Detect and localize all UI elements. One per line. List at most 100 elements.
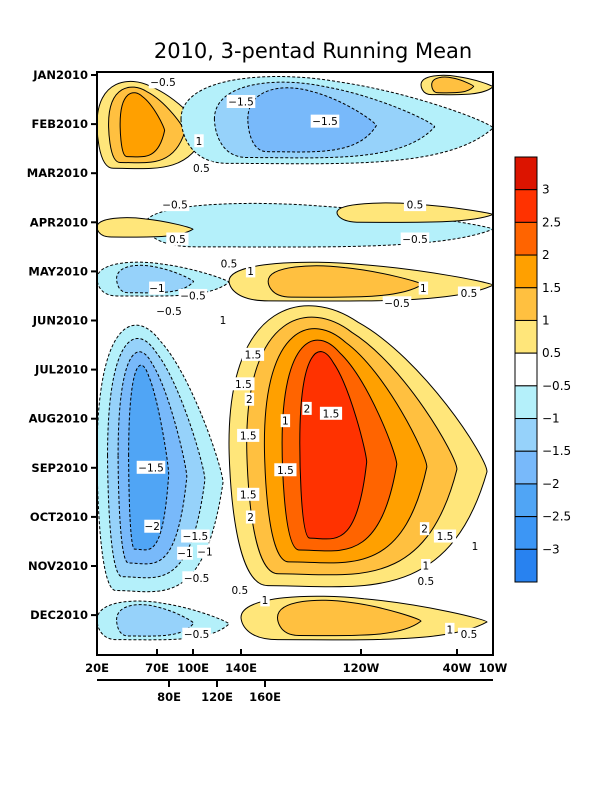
contour-label: 0.5: [407, 200, 424, 212]
contour-label: −0.5: [180, 290, 206, 302]
colorbar-tick-label: −2: [542, 477, 560, 491]
y-tick-label: DEC2010: [30, 608, 88, 622]
contour-label: 2: [247, 512, 254, 524]
colorbar-swatch: [514, 516, 538, 550]
contour-label: −1.5: [312, 116, 338, 128]
colorbar-swatch: [514, 385, 538, 420]
colorbar-tick-label: −1.5: [542, 444, 571, 458]
contour-fill-pos-1_5: [119, 92, 166, 158]
contour-fill-pos-2_5: [299, 351, 368, 540]
contour-fill-pos-0_5: [97, 217, 194, 238]
contour-labels: −0.5 −1.5 −1.5 1 0.5 −0.5 0.5 0.5 −0.5 0.5 1 −1 −0.5…: [136, 75, 481, 641]
contour-label-bg: [166, 232, 189, 246]
contour-label-bg: [457, 286, 481, 300]
contour-label-bg: [382, 296, 412, 310]
contour-fill-pos-1: [431, 76, 475, 94]
contour-label-bg: [190, 161, 213, 175]
contour-label: −1: [177, 548, 192, 560]
contour-label: 2: [246, 394, 253, 406]
y-tick-label: AUG2010: [29, 412, 88, 426]
contour-label: −0.5: [150, 77, 176, 89]
colorbar-swatch: [514, 483, 538, 518]
colorbar-swatch: [514, 287, 538, 321]
colorbar-tick-label: 3: [542, 183, 550, 197]
colorbar-swatch: [514, 418, 538, 452]
contour-label-bg: [418, 281, 429, 295]
contour-label-bg: [445, 622, 455, 636]
contour-label-bg: [319, 406, 343, 420]
contour-label-bg: [144, 519, 161, 533]
colorbar-swatch: [514, 319, 538, 354]
y-tick-label: MAR2010: [27, 166, 88, 180]
x-tick-label: 40W: [443, 661, 472, 675]
y-tick-label: SEP2010: [31, 461, 88, 475]
x-tick-label: 140E: [225, 661, 257, 675]
contour-fill-pos-1: [276, 599, 422, 637]
contour-label: −0.5: [162, 200, 188, 212]
contour-label: 1.5: [235, 379, 252, 391]
colorbar-swatch: [514, 156, 538, 191]
plot-frame: [96, 71, 494, 656]
contour-label: −0.5: [184, 573, 210, 585]
contour-label: 1: [446, 624, 453, 636]
contour-label-bg: [232, 377, 255, 391]
x-tick-label: 20E: [85, 661, 109, 675]
colorbar-swatch: [514, 352, 538, 387]
x-tick-label: 100E: [177, 661, 209, 675]
colorbar: 3 2.5 2 1.5 1 0.5 −0.5 −1 −1.5 −2 −2.5 −3: [514, 156, 571, 583]
contour-label-bg: [181, 529, 210, 543]
colorbar-tick-label: −2.5: [542, 510, 571, 524]
contour-label: −1.5: [138, 462, 164, 474]
contour-label: 0.5: [193, 163, 210, 175]
contour-label: 1.5: [245, 349, 262, 361]
x-secondary-tick-label: 80E: [157, 690, 181, 704]
contour-label: 1: [196, 136, 203, 148]
contour-label-bg: [226, 95, 256, 109]
contour-label-bg: [197, 544, 213, 558]
contour-label: 2: [304, 403, 311, 415]
contour-label: 0.5: [231, 585, 248, 597]
contour-label-bg: [136, 460, 166, 474]
contour-label-bg: [241, 347, 265, 361]
y-tick-label: JAN2010: [32, 68, 88, 82]
contour-label-bg: [245, 510, 256, 524]
contour-fill-neg-1: [116, 264, 195, 294]
colorbar-tick-label: −1: [542, 412, 560, 426]
colorbar-swatch: [514, 254, 538, 289]
contour-label: 1.5: [240, 430, 257, 442]
contour-fill-neg-2: [128, 364, 170, 551]
colorbar-swatch: [514, 221, 538, 256]
contour-label: 1.5: [240, 489, 257, 501]
contour-label-bg: [274, 463, 297, 477]
y-tick-label: FEB2010: [32, 117, 88, 131]
contour-label-bg: [244, 392, 255, 406]
colorbar-tick-label: 2.5: [542, 215, 561, 229]
contour-label: −2: [144, 521, 159, 533]
contour-label: −0.5: [156, 306, 182, 318]
contour-label-bg: [182, 571, 211, 585]
contour-label-bg: [148, 75, 178, 89]
contour-label-bg: [457, 627, 481, 641]
contour-label: −0.5: [384, 298, 410, 310]
contour-label-bg: [194, 134, 204, 148]
contour-label-bg: [149, 281, 165, 295]
colorbar-swatch: [514, 450, 538, 485]
contour-label: 1: [262, 595, 269, 607]
contour-label-bg: [310, 114, 340, 128]
contour-label: 0.5: [461, 288, 478, 300]
contour-label-bg: [414, 574, 437, 588]
contour-label: 0.5: [221, 259, 238, 271]
contour-label-bg: [245, 264, 256, 278]
contour-fill-neg-1: [116, 604, 195, 637]
contour-label: 0.5: [169, 234, 186, 246]
contour-label: 1: [282, 416, 289, 428]
contour-label-bg: [400, 232, 430, 246]
contour-label-bg: [154, 304, 184, 318]
colorbar-tick-label: 1.5: [542, 281, 561, 295]
colorbar-swatch: [514, 189, 538, 223]
contour-label-bg: [433, 529, 457, 543]
contour-label-bg: [177, 546, 193, 560]
contour-label: 1: [220, 315, 227, 327]
contour-label-bg: [419, 522, 430, 536]
